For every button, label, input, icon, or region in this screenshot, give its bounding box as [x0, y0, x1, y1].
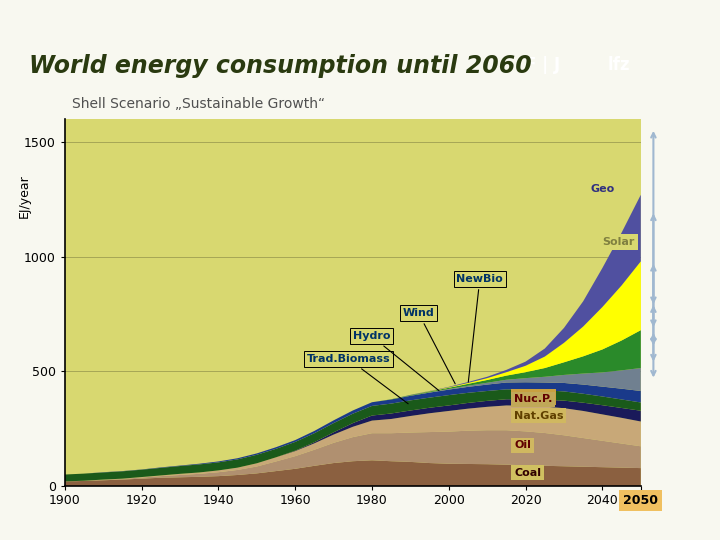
Text: Solar: Solar	[603, 237, 635, 247]
Text: F | J: F | J	[526, 56, 560, 74]
Text: Shell Scenario „Sustainable Growth“: Shell Scenario „Sustainable Growth“	[72, 97, 325, 111]
Text: NewBio: NewBio	[456, 274, 503, 382]
Text: Oil: Oil	[514, 440, 531, 450]
Text: Nuc.P.: Nuc.P.	[514, 394, 552, 404]
Text: Hydro: Hydro	[353, 331, 439, 390]
Text: Wind: Wind	[402, 308, 455, 384]
Text: Geo: Geo	[591, 184, 615, 194]
Text: World energy consumption until 2060: World energy consumption until 2060	[29, 54, 531, 78]
Text: Trad.Biomass: Trad.Biomass	[307, 354, 408, 404]
Text: Coal: Coal	[514, 468, 541, 478]
Text: EJ/year: EJ/year	[18, 174, 31, 218]
Text: Nat.Gas: Nat.Gas	[514, 410, 564, 421]
Text: lfz: lfz	[608, 56, 631, 74]
Text: Nuc.P.: Nuc.P.	[514, 392, 552, 402]
